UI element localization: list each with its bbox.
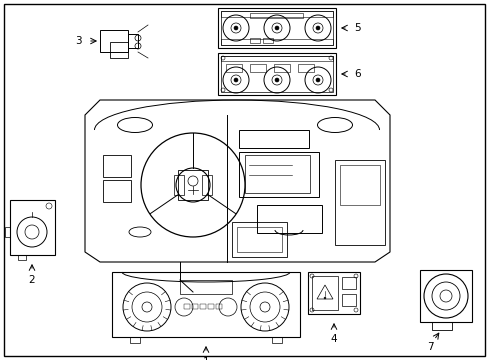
Bar [216,304,222,309]
Circle shape [274,26,279,30]
Bar [103,155,131,177]
Bar [341,277,355,289]
Bar [249,38,260,43]
Bar [128,34,138,48]
Bar [218,8,335,48]
Bar [307,272,359,314]
Bar [183,304,190,309]
Bar [174,175,183,195]
Bar [231,222,286,257]
Bar [10,200,55,255]
Bar [221,39,332,45]
Bar [221,56,332,92]
Bar [257,205,321,233]
Bar [271,337,282,343]
Bar [130,337,140,343]
Text: 5: 5 [353,23,360,33]
Bar [244,155,309,193]
Bar [419,270,471,322]
Text: 7: 7 [426,342,432,352]
Bar [239,152,318,197]
Bar [200,304,205,309]
Bar [334,160,384,245]
Bar [192,304,198,309]
Bar [207,304,214,309]
Bar [110,42,128,58]
Bar [273,64,289,72]
Circle shape [315,26,319,30]
Bar [431,322,451,330]
Bar [237,227,282,252]
Bar [221,56,332,61]
Circle shape [324,297,325,299]
Bar [297,64,313,72]
Circle shape [234,78,238,82]
Bar [180,280,231,294]
Circle shape [234,26,238,30]
Bar [239,130,308,148]
Bar [249,13,303,18]
Bar [221,11,332,17]
Text: 2: 2 [29,275,35,285]
Bar [249,64,265,72]
Bar [221,11,332,45]
Bar [263,38,272,43]
Bar [100,30,128,52]
Text: 6: 6 [353,69,360,79]
Text: 3: 3 [75,36,82,46]
Bar [311,276,337,310]
Bar [5,227,10,237]
Bar [178,170,207,200]
Bar [103,180,131,202]
Bar [112,272,299,337]
Bar [218,53,335,95]
Text: 1: 1 [202,357,209,360]
Circle shape [274,78,279,82]
Bar [339,165,379,205]
Circle shape [315,78,319,82]
Bar [202,175,212,195]
Bar [18,255,26,260]
Bar [341,294,355,306]
Text: 4: 4 [330,334,337,344]
Bar [225,64,242,72]
